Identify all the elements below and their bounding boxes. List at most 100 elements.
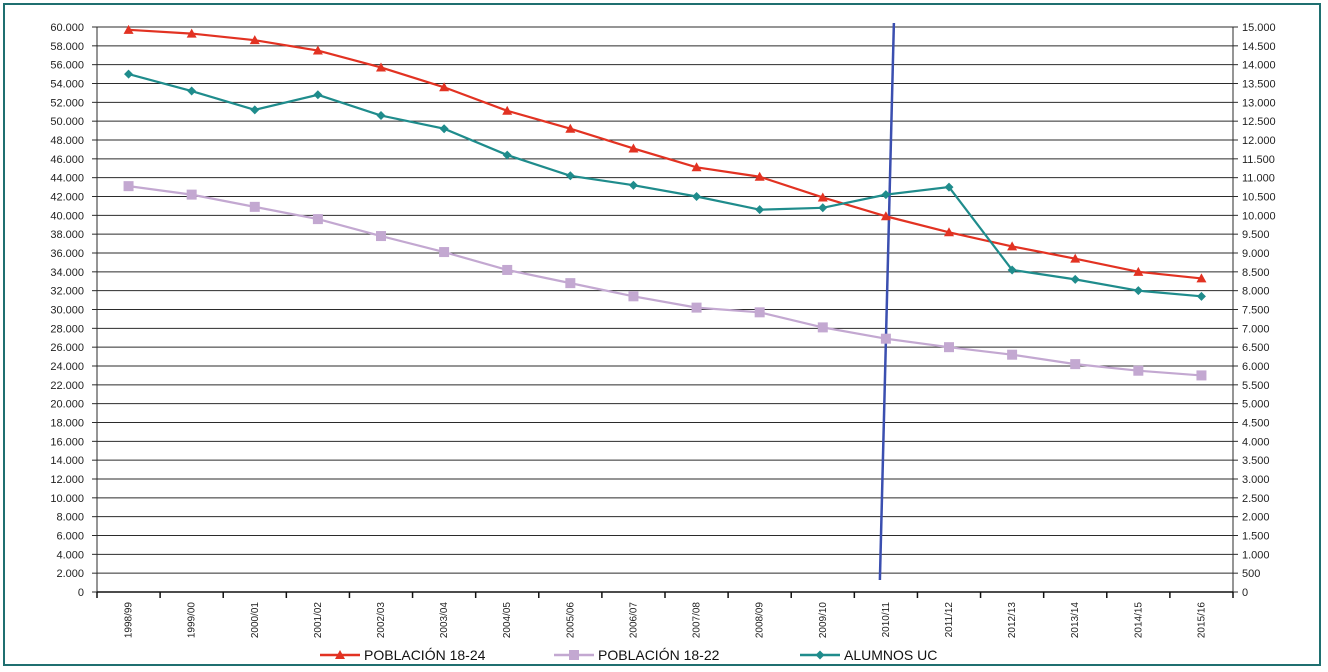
data-point-square: [944, 342, 954, 353]
right-tick-label: 13.500: [1242, 79, 1276, 91]
category-label: 2004/05: [502, 602, 513, 639]
data-point-square: [502, 264, 513, 275]
left-tick-label: 0: [78, 587, 84, 599]
left-tick-label: 10.000: [50, 493, 84, 505]
left-tick-label: 26.000: [50, 342, 84, 354]
right-tick-label: 13.000: [1242, 97, 1276, 109]
left-tick-label: 42.000: [50, 192, 84, 204]
series-markers: [123, 24, 1207, 381]
right-tick-label: 11.000: [1242, 173, 1275, 185]
left-tick-label: 48.000: [50, 135, 84, 147]
right-tick-label: 1.000: [1242, 549, 1270, 561]
data-point-square: [754, 307, 765, 318]
legend-label: POBLACIÓN 18-22: [598, 647, 720, 663]
category-label: 2008/09: [755, 602, 766, 639]
category-label: 2001/02: [313, 602, 324, 639]
vertical-marker: [878, 22, 896, 581]
data-point-diamond: [881, 190, 891, 200]
right-tick-label: 0: [1242, 587, 1248, 599]
right-tick-label: 9.500: [1242, 229, 1270, 241]
data-point-triangle: [1133, 266, 1144, 276]
category-label: 2000/01: [250, 602, 261, 639]
left-tick-label: 60.000: [50, 22, 84, 34]
category-label: 1999/00: [187, 602, 198, 639]
data-point-square: [691, 302, 702, 313]
left-tick-label: 20.000: [50, 399, 84, 411]
right-tick-label: 1.500: [1242, 531, 1270, 543]
right-tick-label: 3.500: [1242, 455, 1270, 467]
category-label: 2009/10: [818, 602, 829, 639]
category-label: 2002/03: [376, 602, 387, 639]
right-tick-label: 14.000: [1242, 60, 1276, 72]
right-tick-label: 8.500: [1242, 267, 1270, 279]
x-axis: [96, 591, 1234, 598]
right-tick-label: 4.500: [1242, 418, 1270, 430]
data-point-diamond: [124, 69, 134, 79]
left-tick-label: 2.000: [56, 568, 84, 580]
data-point-square: [565, 278, 576, 289]
data-point-triangle: [880, 211, 891, 221]
data-point-square: [1007, 349, 1018, 360]
left-tick-label: 18.000: [50, 418, 84, 430]
left-tick-label: 14.000: [50, 455, 84, 467]
left-tick-label: 44.000: [50, 173, 84, 185]
data-point-triangle: [249, 35, 260, 45]
right-tick-label: 12.000: [1242, 135, 1276, 147]
left-tick-label: 40.000: [50, 210, 84, 222]
data-point-triangle: [628, 143, 639, 153]
data-point-triangle: [376, 62, 386, 72]
data-point-triangle: [439, 82, 450, 92]
data-point-square: [817, 322, 828, 333]
category-label: 2011/12: [944, 602, 955, 638]
right-tick-label: 6.000: [1242, 361, 1270, 373]
data-point-triangle: [312, 45, 323, 55]
legend-label: ALUMNOS UC: [844, 647, 937, 663]
left-tick-label: 34.000: [50, 267, 84, 279]
data-point-square: [569, 650, 579, 660]
data-point-diamond: [755, 205, 765, 215]
data-point-triangle: [335, 650, 345, 659]
data-point-diamond: [815, 650, 825, 660]
data-point-square: [123, 181, 134, 192]
data-point-triangle: [502, 105, 513, 115]
left-tick-label: 16.000: [50, 436, 84, 448]
right-tick-label: 12.500: [1242, 116, 1276, 128]
data-point-diamond: [187, 86, 197, 96]
data-point-triangle: [691, 162, 702, 172]
right-tick-label: 14.500: [1242, 41, 1276, 53]
left-tick-label: 56.000: [50, 60, 84, 72]
left-tick-label: 54.000: [50, 79, 84, 91]
data-point-diamond: [502, 150, 512, 160]
left-tick-label: 58.000: [50, 41, 84, 53]
series-lines: [128, 28, 1202, 377]
right-tick-label: 15.000: [1242, 22, 1276, 34]
left-tick-label: 50.000: [50, 116, 84, 128]
legend: POBLACIÓN 18-24 POBLACIÓN 18-22 ALUMNOS UC: [320, 647, 937, 663]
right-tick-label: 5.000: [1242, 399, 1270, 411]
right-tick-label: 2.000: [1242, 512, 1270, 524]
category-label: 2015/16: [1196, 602, 1207, 639]
data-point-diamond: [439, 124, 449, 134]
right-tick-label: 9.000: [1242, 248, 1270, 260]
left-tick-label: 6.000: [56, 531, 84, 543]
data-point-square: [1133, 365, 1144, 376]
data-point-square: [439, 247, 450, 258]
right-tick-label: 3.000: [1242, 474, 1270, 486]
left-axis-tick-labels: 0 2.000 4.000 6.000 8.000 10.000 12.000 14.000 1…: [50, 22, 97, 599]
data-point-square: [1196, 370, 1207, 381]
left-tick-label: 38.000: [50, 229, 84, 241]
data-point-diamond: [1070, 274, 1080, 284]
series-line: [128, 185, 1202, 377]
grid-lines: [96, 26, 1234, 593]
left-tick-label: 22.000: [50, 380, 84, 392]
right-tick-label: 7.500: [1242, 305, 1270, 317]
right-tick-label: 7.000: [1242, 323, 1270, 335]
data-point-diamond: [376, 111, 386, 121]
left-tick-label: 4.000: [56, 549, 84, 561]
data-point-square: [880, 333, 891, 344]
data-point-square: [376, 231, 386, 242]
category-labels: 1998/99 1999/00 2000/01 2001/02 2002/03 2003/…: [124, 602, 1208, 639]
data-point-diamond: [1007, 265, 1017, 275]
right-tick-label: 5.500: [1242, 380, 1270, 392]
